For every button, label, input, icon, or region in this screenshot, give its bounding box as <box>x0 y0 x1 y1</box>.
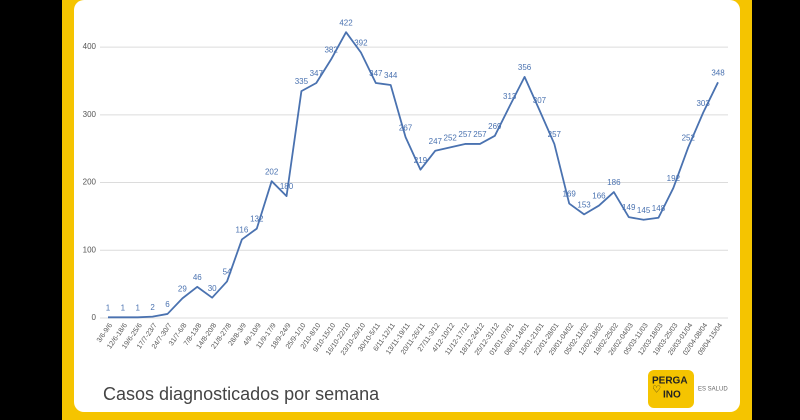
value-label: 192 <box>667 174 681 183</box>
value-label: 247 <box>429 137 443 146</box>
value-label: 166 <box>592 192 606 201</box>
value-label: 46 <box>193 273 202 282</box>
value-label: 257 <box>548 130 562 139</box>
data-line <box>108 31 719 319</box>
value-label: 54 <box>223 268 232 277</box>
value-label: 382 <box>324 45 338 54</box>
value-label: 116 <box>236 226 249 235</box>
value-label: 30 <box>208 284 217 293</box>
value-label: 313 <box>503 92 517 101</box>
logo-line2: INO <box>663 390 681 401</box>
value-label: 269 <box>488 122 502 131</box>
value-label: 2 <box>150 303 155 312</box>
value-label: 348 <box>711 68 725 77</box>
value-label: 257 <box>473 130 487 139</box>
value-label: 344 <box>384 71 398 80</box>
value-label: 303 <box>696 99 710 108</box>
value-label: 335 <box>295 77 309 86</box>
y-tick-label: 400 <box>83 42 97 51</box>
y-tick-label: 300 <box>83 110 97 119</box>
value-label: 29 <box>178 284 187 293</box>
logo-line1: PERGA <box>652 376 688 387</box>
y-tick-label: 200 <box>83 178 97 187</box>
value-label: 422 <box>339 18 353 27</box>
value-label: 252 <box>444 133 458 142</box>
value-label: 148 <box>652 204 666 213</box>
y-tick-label: 100 <box>83 245 97 254</box>
value-label: 392 <box>354 39 368 48</box>
chart-title: Casos diagnosticados por semana <box>103 384 380 404</box>
value-label: 1 <box>106 303 111 312</box>
value-label: 6 <box>165 300 170 309</box>
value-label: 132 <box>250 215 264 224</box>
logo-tagline: ES SALUD <box>698 387 728 393</box>
value-label: 145 <box>637 206 651 215</box>
value-label: 347 <box>369 69 383 78</box>
logo-box <box>648 370 694 408</box>
value-label: 347 <box>310 69 324 78</box>
panel <box>74 0 740 412</box>
y-tick-label: 0 <box>92 313 97 322</box>
logo-heart: ♡ <box>652 385 661 396</box>
value-label: 252 <box>682 133 696 142</box>
value-label: 149 <box>622 203 636 212</box>
value-label: 1 <box>121 303 126 312</box>
value-label: 267 <box>399 123 413 132</box>
value-label: 307 <box>533 96 547 105</box>
value-label: 356 <box>518 63 532 72</box>
value-label: 169 <box>563 190 577 199</box>
value-label: 202 <box>265 167 279 176</box>
value-label: 257 <box>458 130 472 139</box>
value-label: 153 <box>577 200 591 209</box>
value-label: 186 <box>607 178 621 187</box>
value-label: 180 <box>280 182 294 191</box>
value-label: 219 <box>414 156 428 165</box>
value-label: 1 <box>136 303 141 312</box>
